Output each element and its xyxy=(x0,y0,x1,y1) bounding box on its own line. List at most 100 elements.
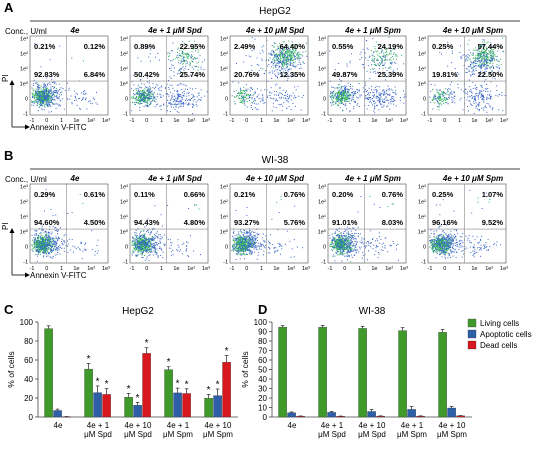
flow-dot xyxy=(231,95,233,97)
flow-dot xyxy=(40,244,42,246)
flow-dot xyxy=(288,63,289,65)
flow-dot xyxy=(288,52,290,54)
y-tick-label: 0 xyxy=(125,97,128,103)
flow-dot xyxy=(160,96,161,98)
flow-dot xyxy=(172,42,174,44)
flow-dot xyxy=(143,94,145,96)
flow-dot xyxy=(275,98,277,100)
flow-dot xyxy=(273,57,275,59)
flow-dot xyxy=(154,241,156,243)
flow-dot xyxy=(37,255,39,257)
flow-dot xyxy=(469,90,471,92)
flow-dot xyxy=(382,49,384,51)
flow-dot xyxy=(481,49,483,51)
flow-dot xyxy=(372,38,374,40)
flow-dot xyxy=(173,107,175,109)
flow-dot xyxy=(48,240,50,242)
flow-dot xyxy=(278,95,279,97)
flow-dot xyxy=(262,96,264,98)
flow-dot xyxy=(150,251,152,252)
flow-dot xyxy=(389,99,391,100)
flow-dot xyxy=(383,54,385,56)
flow-dot xyxy=(38,92,40,94)
y-tick-label: 1e¹ xyxy=(418,67,426,73)
flow-dot xyxy=(156,244,158,246)
flow-dot xyxy=(449,84,451,86)
flow-dot xyxy=(483,64,485,66)
flow-dot xyxy=(350,53,352,55)
flow-dot xyxy=(290,54,292,56)
flow-dot xyxy=(260,89,262,91)
flow-dot xyxy=(494,54,496,56)
flow-dot xyxy=(140,96,142,98)
flow-dot xyxy=(490,59,492,61)
flow-dot xyxy=(40,105,41,106)
flow-dot xyxy=(494,78,496,80)
flow-dot xyxy=(361,64,363,66)
flow-dot xyxy=(474,58,476,60)
flow-dot xyxy=(368,101,370,103)
flow-dot xyxy=(277,55,278,57)
flow-dot xyxy=(447,99,449,101)
flow-dot xyxy=(344,98,346,100)
flow-dot xyxy=(289,69,291,71)
flow-dot xyxy=(57,247,59,249)
flow-dot xyxy=(258,70,260,72)
flow-dot xyxy=(154,205,156,207)
flow-dot xyxy=(352,96,354,98)
flow-dot xyxy=(465,60,467,62)
flow-dot xyxy=(298,53,300,55)
flow-dot xyxy=(151,246,153,248)
flow-dot xyxy=(387,54,389,56)
flow-dot xyxy=(331,92,333,94)
flow-dot xyxy=(447,91,449,93)
quadrant-label-lower-right: 6.84% xyxy=(84,70,106,79)
flow-dot xyxy=(147,240,149,242)
flow-dot xyxy=(184,47,186,49)
flow-dot xyxy=(175,106,177,108)
flow-dot xyxy=(346,94,348,96)
flow-dot xyxy=(293,55,295,56)
flow-dot xyxy=(150,87,151,89)
flow-dot xyxy=(82,203,84,204)
flow-dot xyxy=(49,98,51,100)
flow-dot xyxy=(135,88,137,90)
flow-dot xyxy=(197,61,199,63)
flow-dot xyxy=(385,58,387,60)
flow-dot xyxy=(393,53,395,55)
flow-dot xyxy=(285,99,287,101)
flow-dot xyxy=(52,245,54,247)
flow-dot xyxy=(290,57,291,59)
flow-dot xyxy=(153,97,155,99)
flow-dot xyxy=(41,100,43,102)
flow-dot xyxy=(481,67,483,69)
flow-dot xyxy=(188,95,190,97)
pi-axis-label: PI xyxy=(1,74,10,82)
flow-dot xyxy=(195,66,197,68)
flow-dot xyxy=(285,67,287,69)
flow-dot xyxy=(300,109,302,111)
flow-dot xyxy=(83,60,84,62)
flow-dot xyxy=(445,93,446,95)
flow-dot xyxy=(177,91,179,93)
flow-dot xyxy=(442,99,444,101)
flow-dot xyxy=(489,47,491,49)
flow-dot xyxy=(376,92,378,94)
flow-dot xyxy=(142,89,144,91)
flow-dot xyxy=(383,52,385,54)
flow-dot xyxy=(286,49,288,51)
flow-dot xyxy=(384,60,386,61)
flow-dot xyxy=(49,241,51,243)
flow-dot xyxy=(89,100,91,102)
flow-dot xyxy=(148,238,150,239)
flow-dot xyxy=(492,46,494,48)
flow-dot xyxy=(433,99,435,101)
flow-dot xyxy=(487,57,489,59)
flow-dot xyxy=(135,98,137,100)
flow-dot xyxy=(287,100,289,102)
flow-dot xyxy=(43,245,45,247)
flow-dot xyxy=(50,101,52,103)
flow-dot xyxy=(367,98,369,100)
flow-dot xyxy=(241,95,243,97)
flow-dot xyxy=(290,58,292,60)
